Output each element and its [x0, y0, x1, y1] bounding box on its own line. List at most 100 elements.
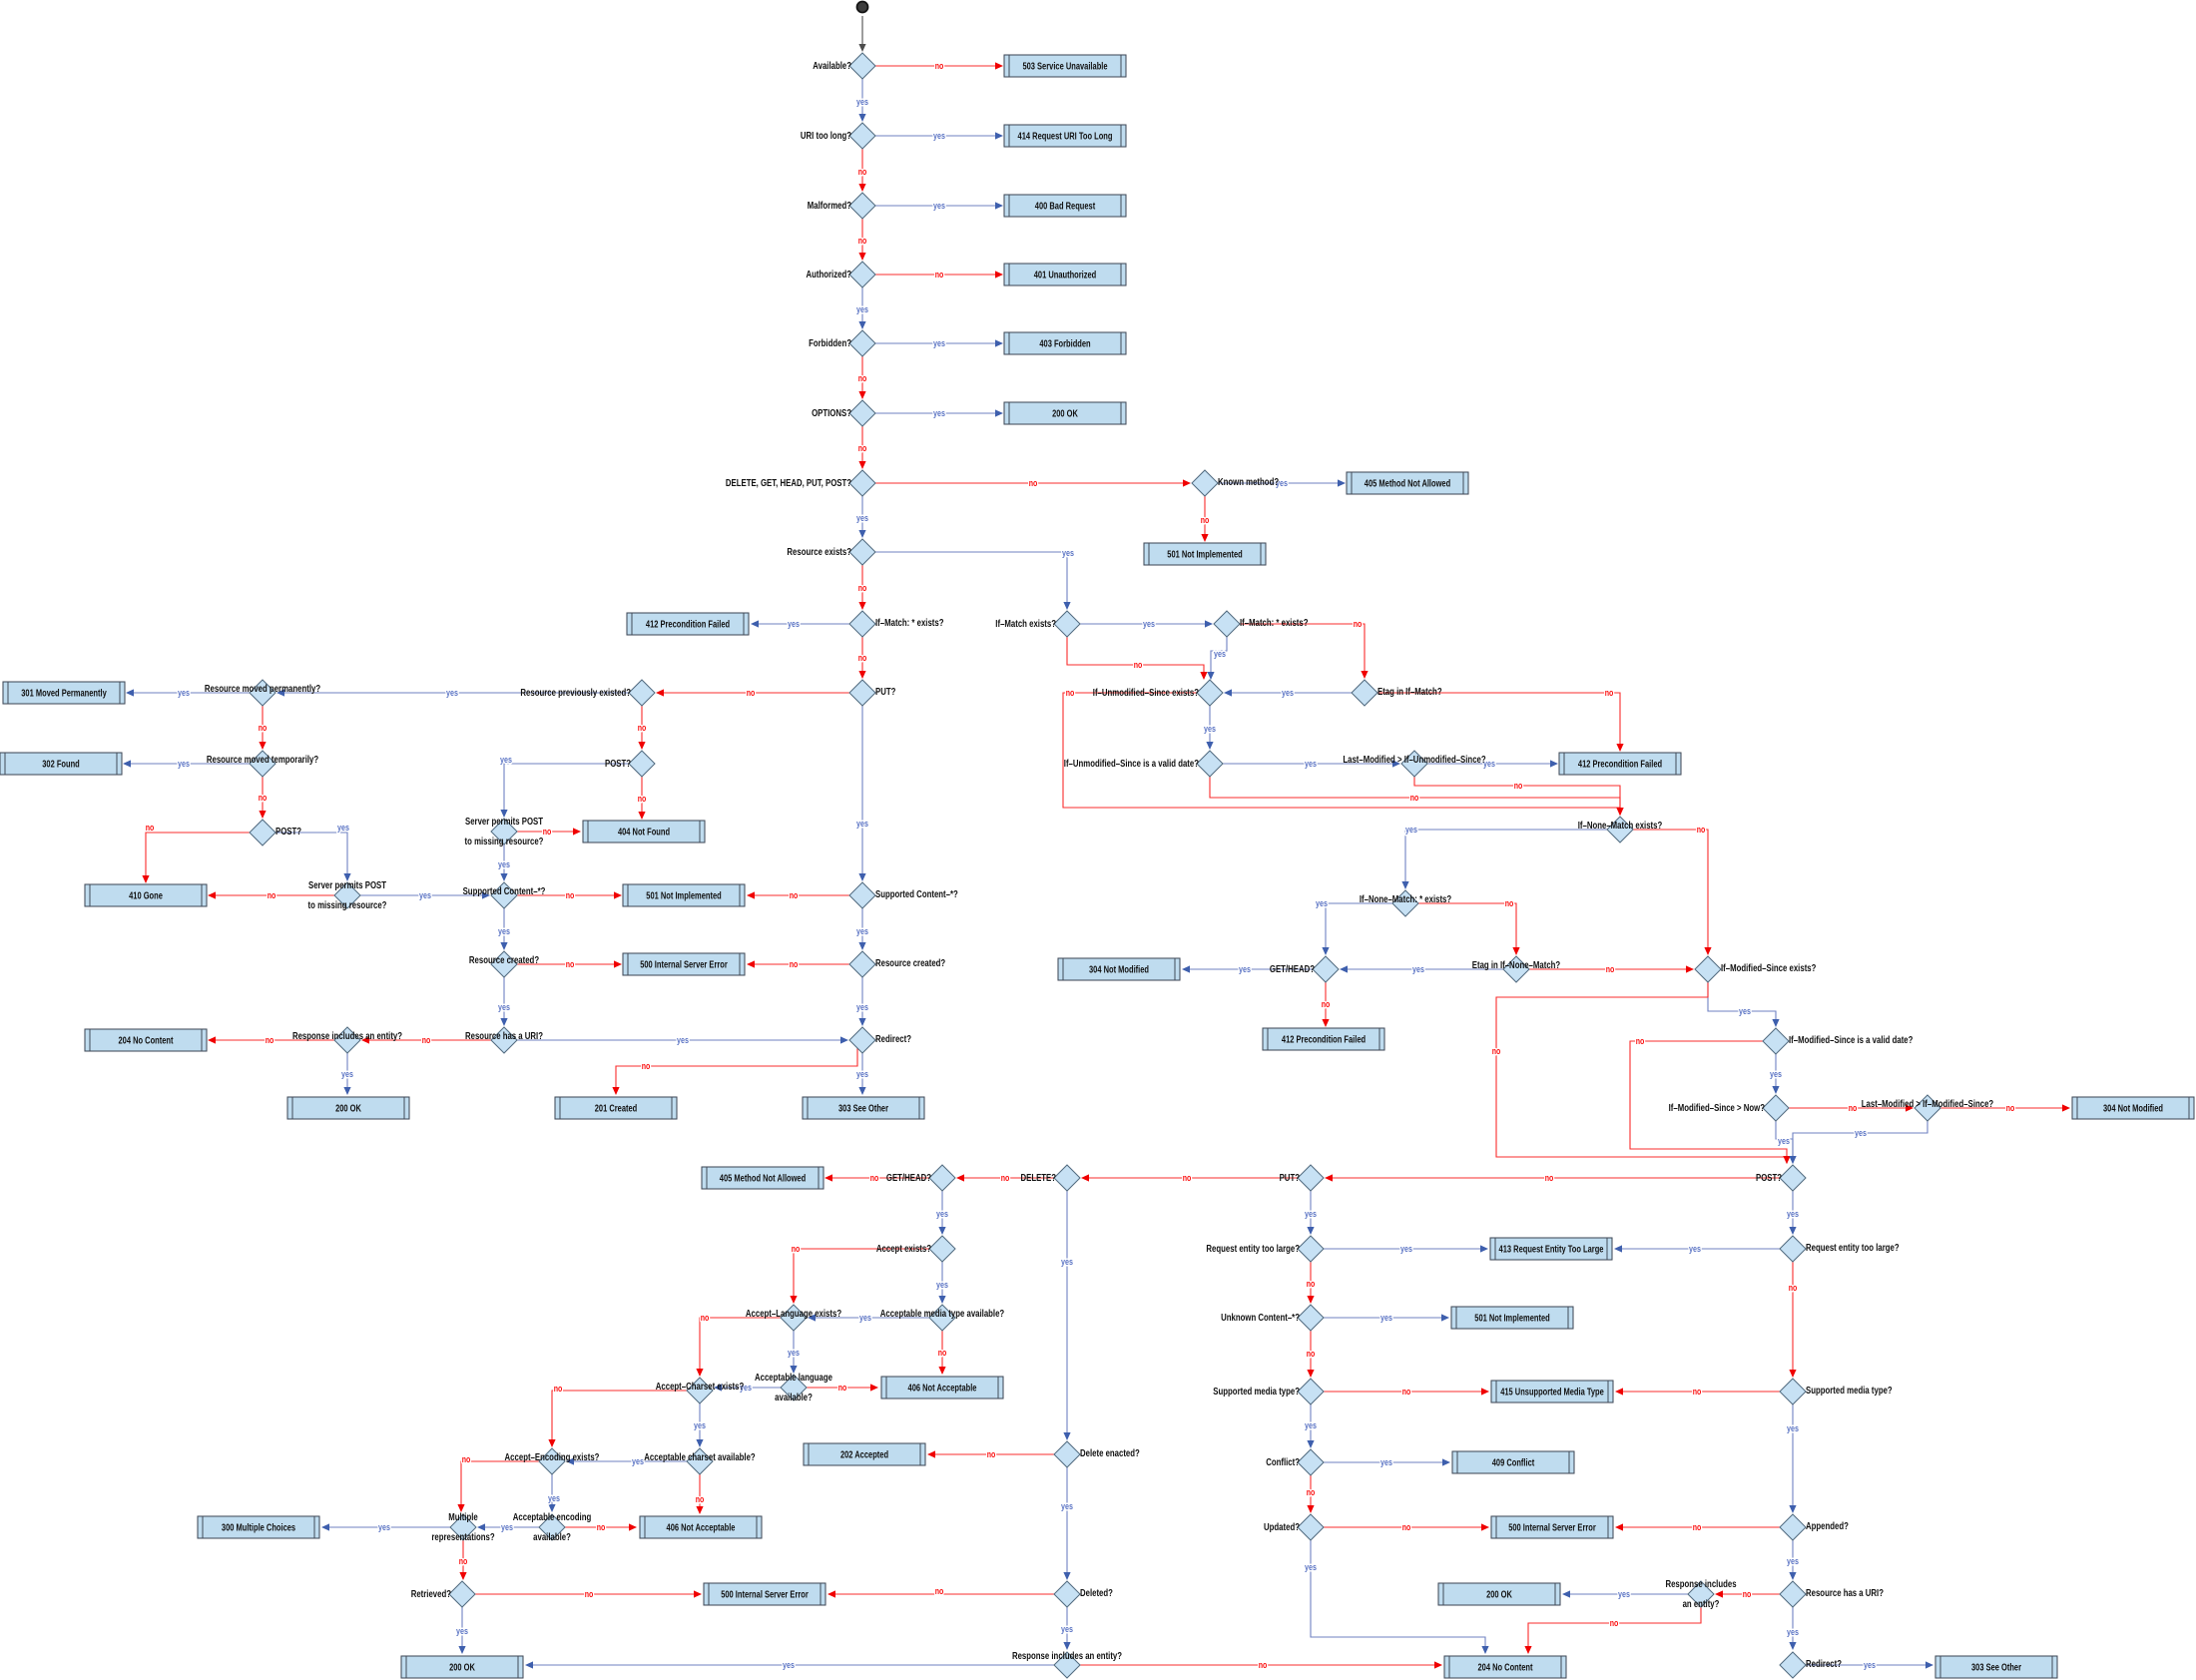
svg-text:no: no — [987, 1449, 996, 1459]
svg-text:Resource previously existed?: Resource previously existed? — [520, 688, 631, 699]
svg-text:yes: yes — [1282, 688, 1294, 698]
svg-text:200 OK: 200 OK — [335, 1104, 361, 1115]
svg-text:Supported media type?: Supported media type? — [1806, 1386, 1893, 1397]
svg-text:Server permits POST: Server permits POST — [465, 817, 543, 828]
svg-text:Deleted?: Deleted? — [1080, 1588, 1113, 1599]
svg-text:an entity?: an entity? — [1683, 1599, 1720, 1610]
svg-text:yes: yes — [1787, 1209, 1799, 1219]
svg-text:no: no — [1322, 999, 1331, 1009]
svg-text:Retrieved?: Retrieved? — [411, 1589, 451, 1600]
svg-text:no: no — [266, 1035, 274, 1045]
svg-text:412 Precondition Failed: 412 Precondition Failed — [1578, 760, 1662, 771]
svg-text:Resource created?: Resource created? — [469, 955, 539, 966]
svg-text:Etag in If–None–Match?: Etag in If–None–Match? — [1472, 960, 1560, 971]
svg-text:no: no — [1066, 688, 1075, 698]
svg-text:409 Conflict: 409 Conflict — [1492, 1458, 1535, 1469]
svg-text:200 OK: 200 OK — [1052, 409, 1078, 420]
svg-text:no: no — [858, 443, 867, 453]
svg-text:yes: yes — [1305, 1562, 1317, 1572]
svg-text:yes: yes — [498, 859, 510, 869]
svg-text:no: no — [1697, 825, 1706, 835]
svg-text:no: no — [1402, 1387, 1411, 1397]
svg-text:available?: available? — [775, 1393, 813, 1403]
svg-text:no: no — [858, 583, 867, 593]
svg-text:yes: yes — [694, 1420, 706, 1430]
svg-text:Acceptable language: Acceptable language — [755, 1373, 832, 1384]
svg-text:301 Moved Permanently: 301 Moved Permanently — [21, 689, 107, 700]
svg-text:Supported media type?: Supported media type? — [1213, 1387, 1300, 1398]
svg-text:204 No Content: 204 No Content — [1478, 1663, 1533, 1674]
svg-text:yes: yes — [1618, 1589, 1630, 1599]
svg-text:no: no — [838, 1383, 847, 1393]
svg-text:no: no — [2006, 1103, 2015, 1113]
svg-text:no: no — [790, 890, 799, 900]
svg-text:yes: yes — [788, 1348, 800, 1358]
svg-text:DELETE?: DELETE? — [1021, 1173, 1057, 1184]
svg-text:yes: yes — [936, 1209, 948, 1219]
svg-text:yes: yes — [378, 1522, 390, 1532]
svg-text:yes: yes — [1061, 1257, 1073, 1267]
svg-text:202 Accepted: 202 Accepted — [840, 1450, 888, 1461]
svg-text:no: no — [1307, 1487, 1316, 1497]
svg-text:Delete enacted?: Delete enacted? — [1080, 1448, 1140, 1459]
svg-text:no: no — [459, 1556, 468, 1566]
svg-text:no: no — [747, 688, 756, 698]
svg-text:404 Not Found: 404 Not Found — [618, 828, 670, 839]
svg-text:If–None–Match: * exists?: If–None–Match: * exists? — [1360, 894, 1451, 905]
svg-text:Redirect?: Redirect? — [875, 1034, 911, 1045]
svg-text:yes: yes — [341, 1069, 353, 1079]
svg-text:no: no — [1743, 1589, 1752, 1599]
svg-text:Response includes an entity?: Response includes an entity? — [1012, 1651, 1122, 1662]
svg-text:no: no — [870, 1173, 879, 1183]
svg-text:yes: yes — [500, 755, 512, 765]
svg-text:Updated?: Updated? — [1264, 1522, 1300, 1533]
svg-text:Accept–Encoding exists?: Accept–Encoding exists? — [505, 1452, 600, 1463]
svg-text:403 Forbidden: 403 Forbidden — [1039, 339, 1090, 350]
svg-text:501 Not Implemented: 501 Not Implemented — [1167, 550, 1242, 561]
svg-text:Server permits POST: Server permits POST — [308, 880, 386, 891]
svg-text:yes: yes — [933, 131, 945, 141]
svg-text:Available?: Available? — [813, 61, 851, 72]
svg-text:no: no — [858, 236, 867, 246]
svg-text:yes: yes — [783, 1660, 795, 1670]
svg-text:415 Unsupported Media Type: 415 Unsupported Media Type — [1500, 1388, 1604, 1399]
svg-text:yes: yes — [456, 1626, 468, 1636]
svg-text:405 Method Not Allowed: 405 Method Not Allowed — [720, 1174, 806, 1185]
svg-text:no: no — [268, 890, 276, 900]
svg-text:yes: yes — [856, 97, 868, 107]
svg-text:no: no — [146, 823, 155, 833]
svg-text:Accept–Charset exists?: Accept–Charset exists? — [656, 1382, 745, 1393]
svg-text:yes: yes — [178, 759, 190, 769]
svg-text:no: no — [462, 1454, 471, 1464]
svg-text:Etag in If–Match?: Etag in If–Match? — [1377, 687, 1442, 698]
svg-text:no: no — [935, 1586, 944, 1596]
svg-text:yes: yes — [1405, 825, 1417, 835]
svg-text:yes: yes — [677, 1035, 689, 1045]
svg-text:to missing resource?: to missing resource? — [465, 837, 544, 847]
svg-text:Resource created?: Resource created? — [875, 958, 945, 969]
svg-text:no: no — [1514, 781, 1523, 791]
svg-text:yes: yes — [1483, 759, 1495, 769]
svg-text:yes: yes — [1689, 1244, 1701, 1254]
svg-text:no: no — [1201, 515, 1210, 525]
svg-text:If–Modified–Since is a valid d: If–Modified–Since is a valid date? — [1789, 1035, 1913, 1046]
svg-text:yes: yes — [1062, 548, 1074, 558]
svg-text:no: no — [1849, 1103, 1858, 1113]
svg-text:500 Internal Server Error: 500 Internal Server Error — [1508, 1523, 1596, 1534]
svg-text:If–Unmodified–Since exists?: If–Unmodified–Since exists? — [1093, 688, 1199, 699]
svg-text:representations?: representations? — [431, 1532, 494, 1543]
svg-text:yes: yes — [1316, 898, 1328, 908]
svg-text:no: no — [1636, 1036, 1645, 1046]
svg-text:yes: yes — [1305, 1209, 1317, 1219]
svg-text:no: no — [1610, 1618, 1619, 1628]
svg-text:no: no — [1307, 1349, 1316, 1359]
svg-text:201 Created: 201 Created — [595, 1104, 638, 1115]
svg-text:no: no — [638, 723, 647, 733]
svg-text:no: no — [566, 959, 575, 969]
svg-text:yes: yes — [337, 823, 349, 833]
svg-text:500 Internal Server Error: 500 Internal Server Error — [640, 960, 728, 971]
svg-text:no: no — [935, 270, 944, 280]
svg-text:If–Match: * exists?: If–Match: * exists? — [875, 618, 944, 629]
svg-text:no: no — [1410, 793, 1419, 803]
svg-text:Authorized?: Authorized? — [807, 270, 852, 280]
